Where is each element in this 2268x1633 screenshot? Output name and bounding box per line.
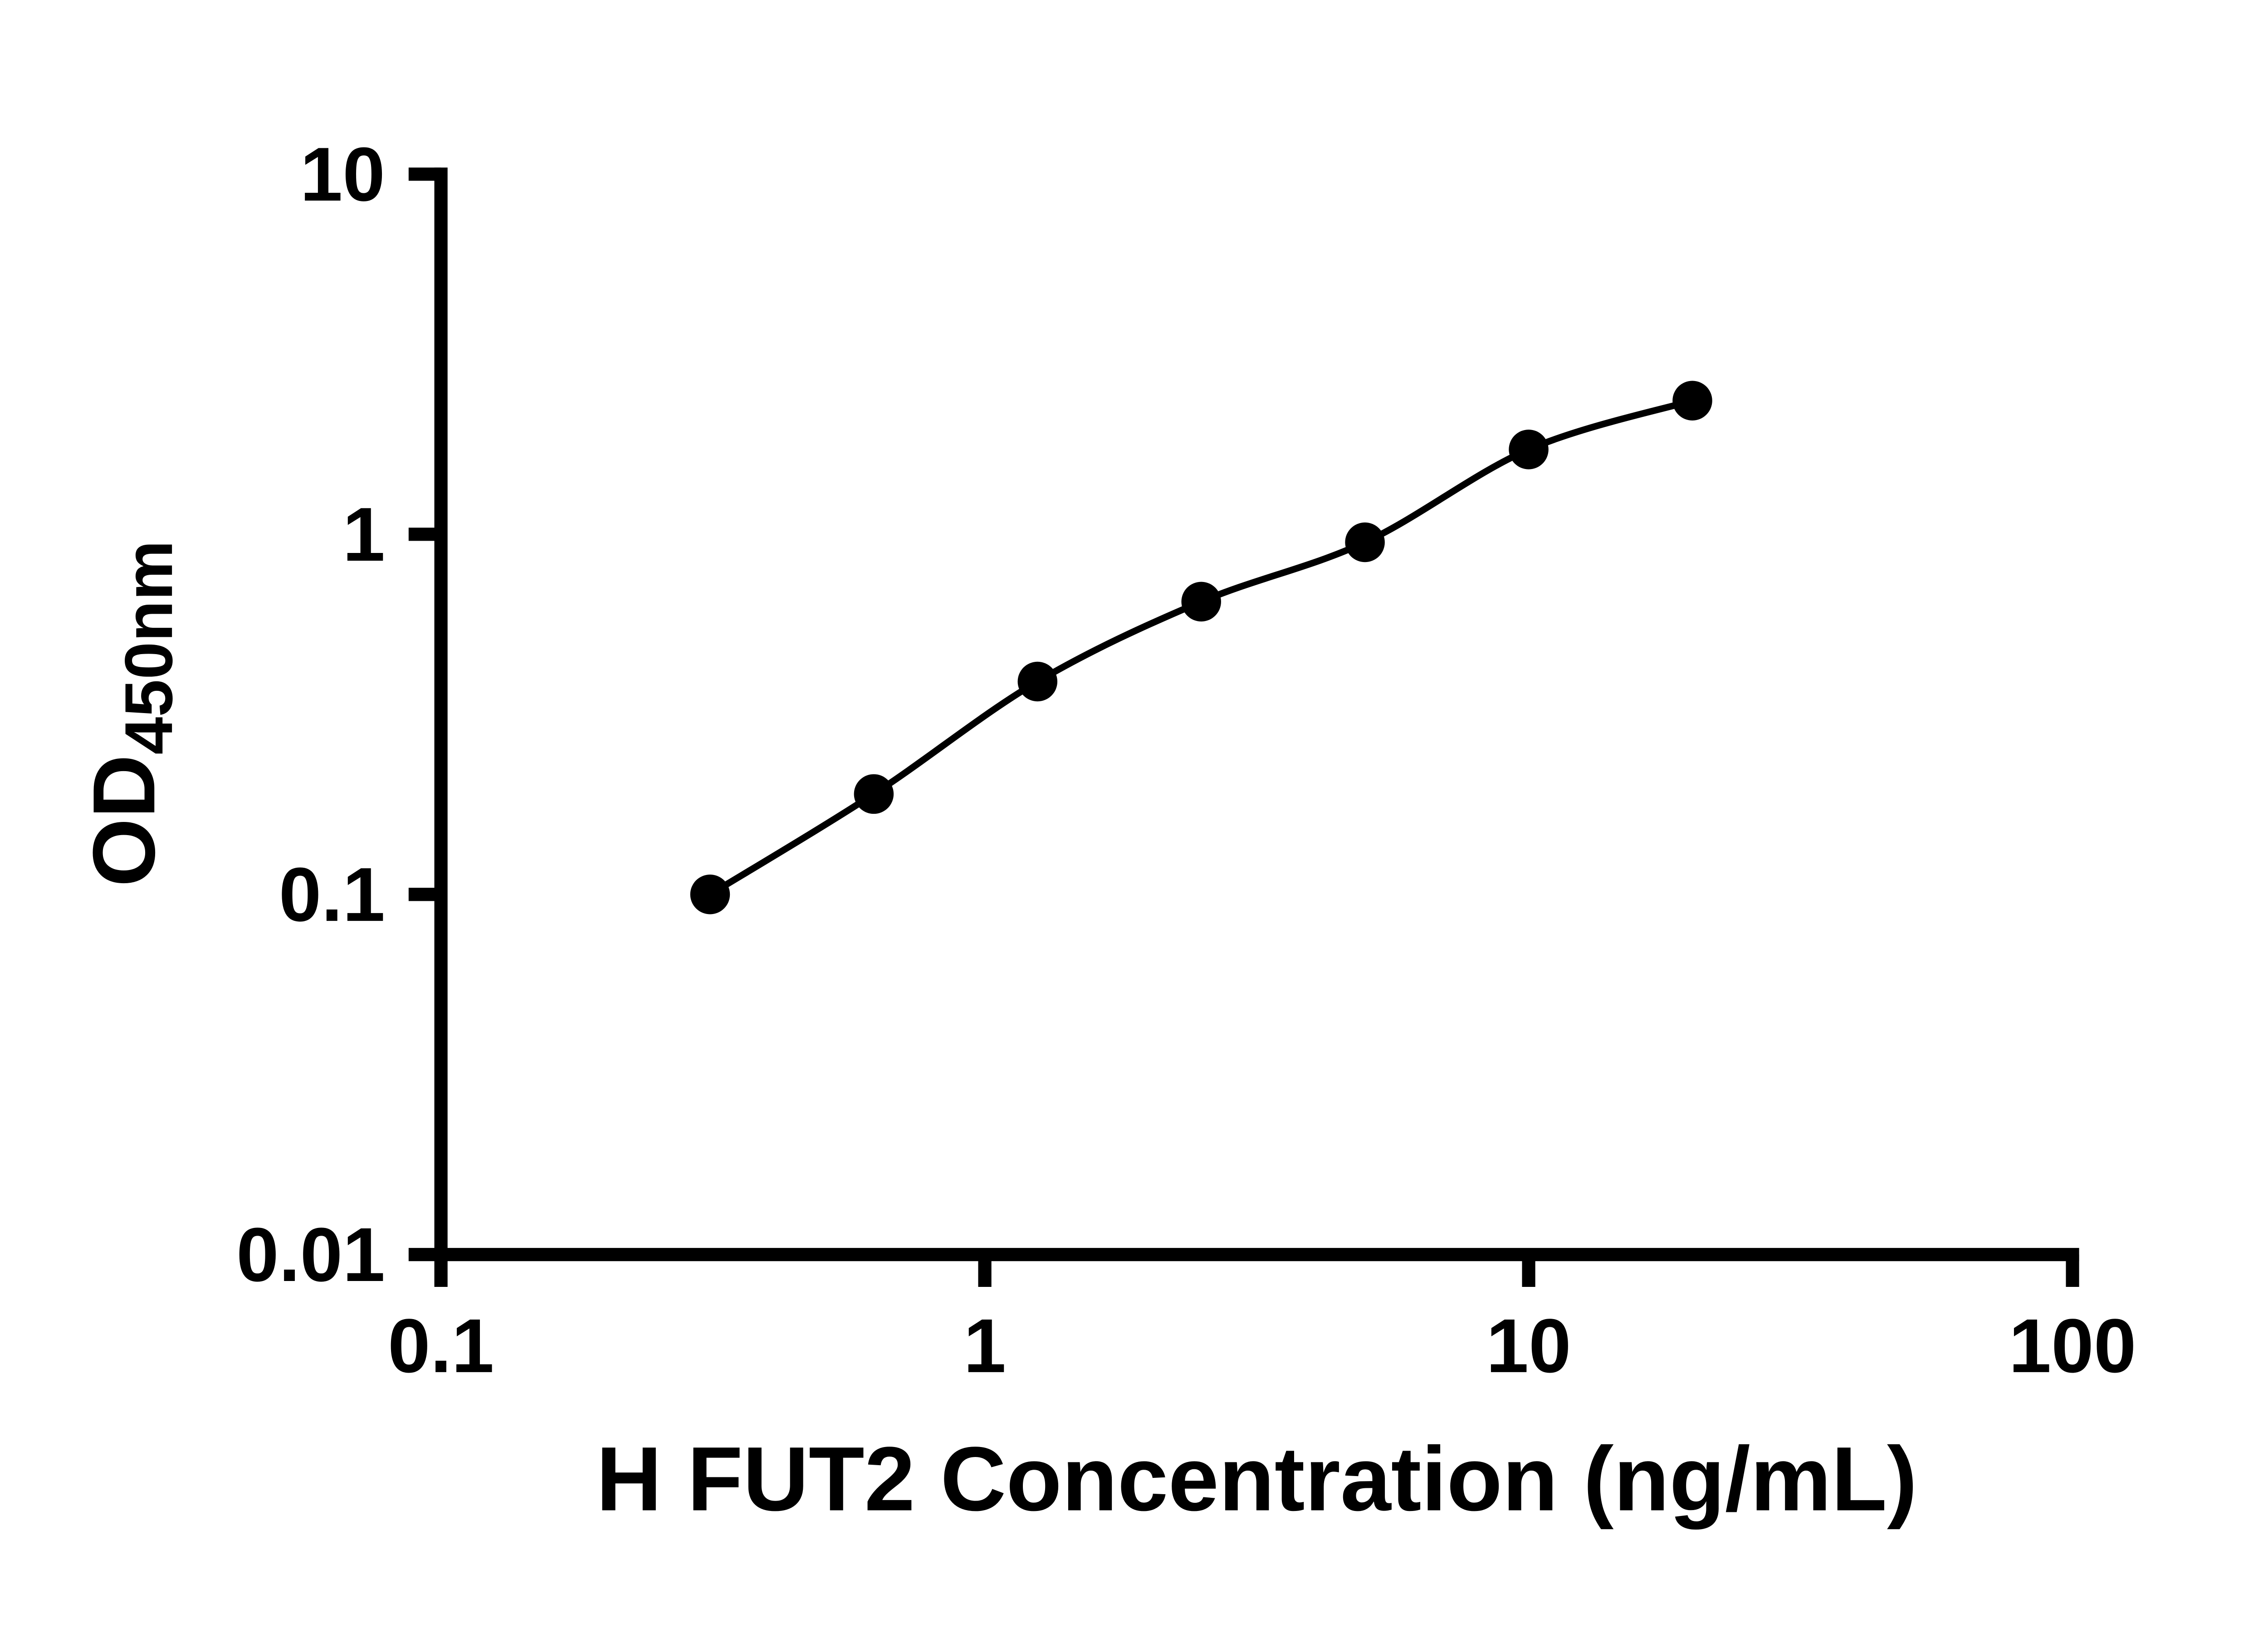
data-point bbox=[690, 874, 730, 914]
data-point bbox=[1345, 522, 1385, 562]
data-point bbox=[1509, 430, 1549, 469]
y-tick-label: 10 bbox=[300, 131, 385, 217]
data-point bbox=[854, 774, 894, 814]
x-tick-label: 1 bbox=[963, 1303, 1006, 1389]
y-tick-label: 0.01 bbox=[236, 1212, 385, 1297]
data-point bbox=[1181, 582, 1221, 622]
y-tick-label: 0.1 bbox=[279, 851, 385, 937]
x-axis-title: H FUT2 Concentration (ng/mL) bbox=[596, 1428, 1917, 1530]
data-point bbox=[1672, 381, 1712, 420]
y-axis-title-subscript: 450nm bbox=[111, 540, 186, 754]
y-axis-ticks: 0.01 0.1 1 10 bbox=[236, 131, 441, 1297]
x-tick-label: 100 bbox=[2009, 1303, 2136, 1389]
axes bbox=[434, 167, 2079, 1261]
data-series bbox=[690, 381, 1712, 914]
y-axis-title-main: OD bbox=[75, 754, 173, 887]
y-axis-title: OD450nm bbox=[75, 540, 186, 887]
x-tick-label: 0.1 bbox=[388, 1303, 494, 1389]
x-axis-ticks: 0.1 1 10 100 bbox=[388, 1254, 2136, 1389]
y-tick-label: 1 bbox=[342, 491, 385, 577]
fit-curve bbox=[707, 397, 1696, 898]
data-point bbox=[1017, 661, 1058, 702]
x-tick-label: 10 bbox=[1486, 1303, 1571, 1389]
